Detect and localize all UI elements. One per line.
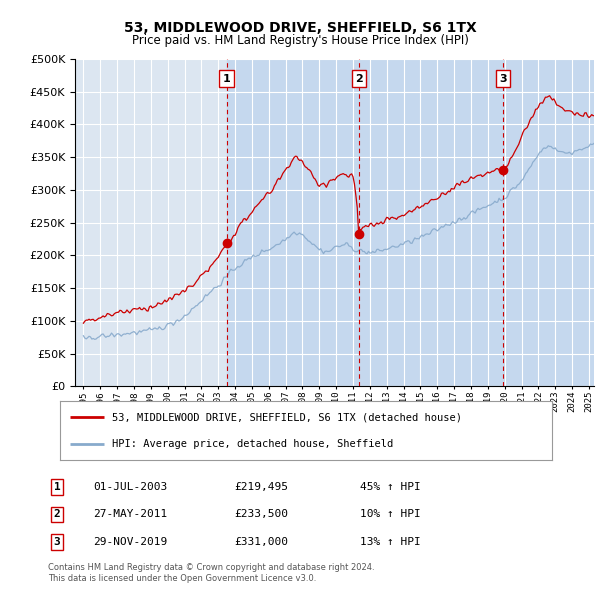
Text: £219,495: £219,495 [234,482,288,491]
Text: 13% ↑ HPI: 13% ↑ HPI [360,537,421,547]
Text: £233,500: £233,500 [234,510,288,519]
Text: 53, MIDDLEWOOD DRIVE, SHEFFIELD, S6 1TX (detached house): 53, MIDDLEWOOD DRIVE, SHEFFIELD, S6 1TX … [112,412,461,422]
Text: 29-NOV-2019: 29-NOV-2019 [93,537,167,547]
Text: HPI: Average price, detached house, Sheffield: HPI: Average price, detached house, Shef… [112,440,393,449]
Bar [227,59,594,386]
Text: Price paid vs. HM Land Registry's House Price Index (HPI): Price paid vs. HM Land Registry's House … [131,34,469,47]
Text: 01-JUL-2003: 01-JUL-2003 [93,482,167,491]
Text: 27-MAY-2011: 27-MAY-2011 [93,510,167,519]
Text: £331,000: £331,000 [234,537,288,547]
Text: 3: 3 [53,537,61,547]
Text: 45% ↑ HPI: 45% ↑ HPI [360,482,421,491]
Text: 1: 1 [223,74,230,84]
Text: 2: 2 [53,510,61,519]
Text: 53, MIDDLEWOOD DRIVE, SHEFFIELD, S6 1TX: 53, MIDDLEWOOD DRIVE, SHEFFIELD, S6 1TX [124,21,476,35]
Text: This data is licensed under the Open Government Licence v3.0.: This data is licensed under the Open Gov… [48,573,316,583]
Text: Contains HM Land Registry data © Crown copyright and database right 2024.: Contains HM Land Registry data © Crown c… [48,563,374,572]
Text: 3: 3 [499,74,507,84]
Text: 10% ↑ HPI: 10% ↑ HPI [360,510,421,519]
Text: 1: 1 [53,482,61,491]
Text: 2: 2 [355,74,363,84]
